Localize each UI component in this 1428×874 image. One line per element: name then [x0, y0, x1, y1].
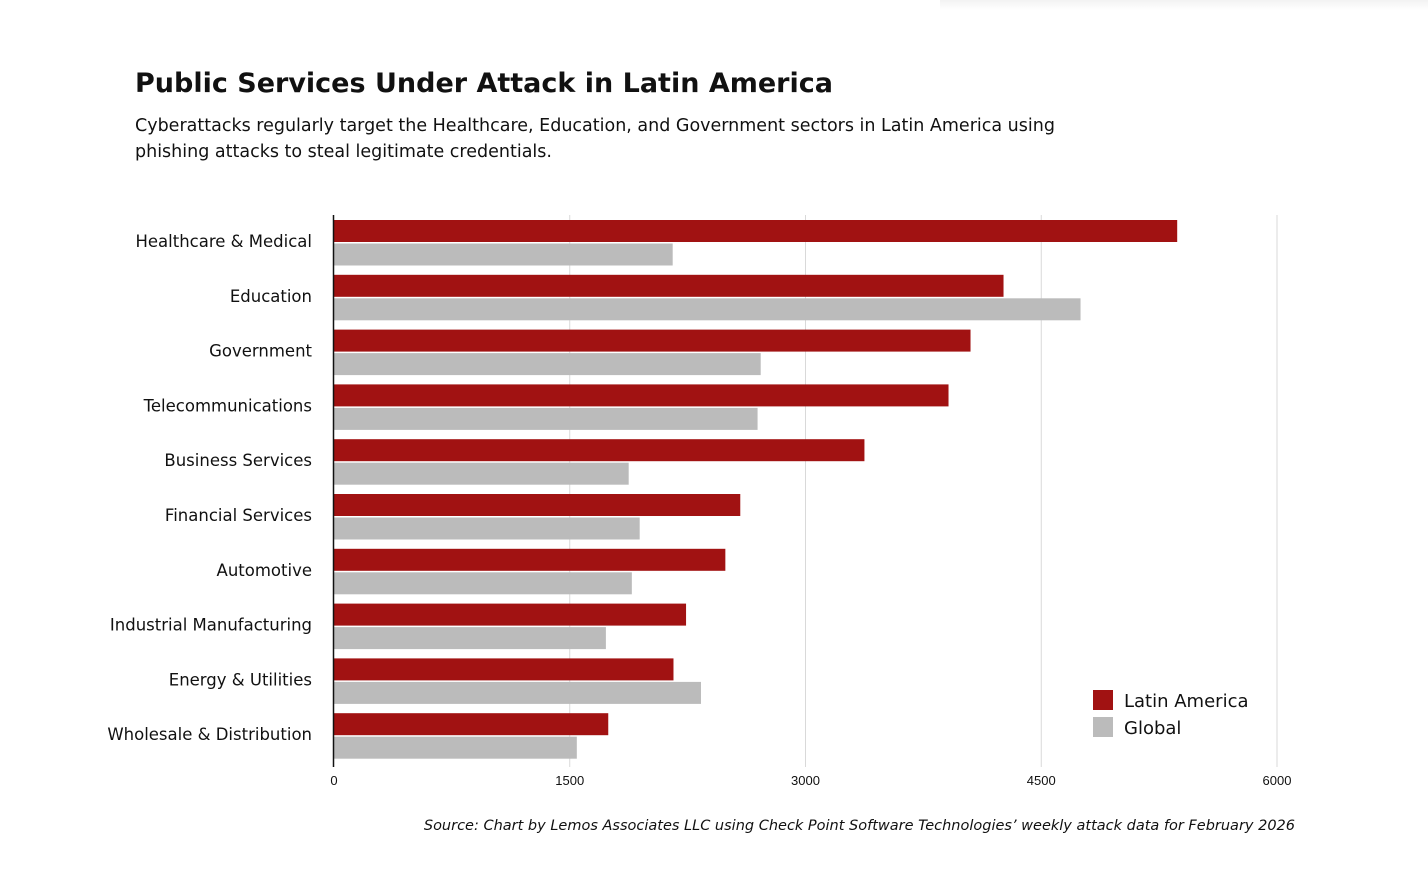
window-shadow [940, 0, 1428, 10]
legend-swatch [1093, 690, 1113, 710]
bar-global [334, 298, 1081, 321]
bar-global [334, 462, 629, 485]
bar-latin-america [334, 603, 687, 626]
source-note: Source: Chart by Lemos Associates LLC us… [423, 818, 1295, 834]
x-tick-label: 0 [330, 773, 337, 788]
bar-latin-america [334, 384, 949, 407]
bars [334, 220, 1178, 759]
legend-label: Global [1124, 718, 1181, 739]
category-labels: Healthcare & Medical Education Government T… [107, 232, 312, 744]
bar-latin-america [334, 220, 1178, 242]
category-label: Automotive [217, 561, 312, 580]
category-label: Telecommunications [143, 396, 312, 415]
bar-latin-america [334, 439, 865, 462]
x-tick-label: 1500 [555, 773, 584, 788]
category-label: Education [230, 287, 312, 306]
bar-global [334, 627, 606, 650]
legend-swatch [1093, 717, 1113, 737]
legend-label: Latin America [1124, 691, 1249, 712]
bar-latin-america [334, 329, 971, 352]
bar-latin-america [334, 548, 726, 571]
bar-latin-america [334, 713, 609, 736]
category-label: Energy & Utilities [169, 670, 312, 689]
category-label: Government [209, 342, 312, 361]
category-label: Healthcare & Medical [135, 232, 312, 251]
category-label: Industrial Manufacturing [110, 616, 312, 635]
category-label: Wholesale & Distribution [107, 725, 312, 744]
legend: Latin America Global [1093, 690, 1249, 739]
x-tick-labels: 0 1500 3000 4500 6000 [330, 773, 1291, 788]
x-tick-label: 6000 [1263, 773, 1292, 788]
category-label: Financial Services [165, 506, 312, 525]
chart-subtitle: Cyberattacks regularly target the Health… [135, 116, 1055, 162]
bar-latin-america [334, 658, 674, 681]
x-tick-label: 4500 [1027, 773, 1056, 788]
bar-global [334, 736, 577, 759]
bar-global [334, 243, 673, 266]
bar-global [334, 517, 640, 540]
bar-global [334, 681, 701, 704]
category-label: Business Services [164, 451, 312, 470]
bar-latin-america [334, 274, 1004, 297]
bar-latin-america [334, 494, 741, 516]
bar-global [334, 407, 758, 430]
bar-global [334, 353, 761, 376]
chart-title: Public Services Under Attack in Latin Am… [135, 68, 833, 99]
bar-global [334, 572, 632, 595]
x-tick-label: 3000 [791, 773, 820, 788]
